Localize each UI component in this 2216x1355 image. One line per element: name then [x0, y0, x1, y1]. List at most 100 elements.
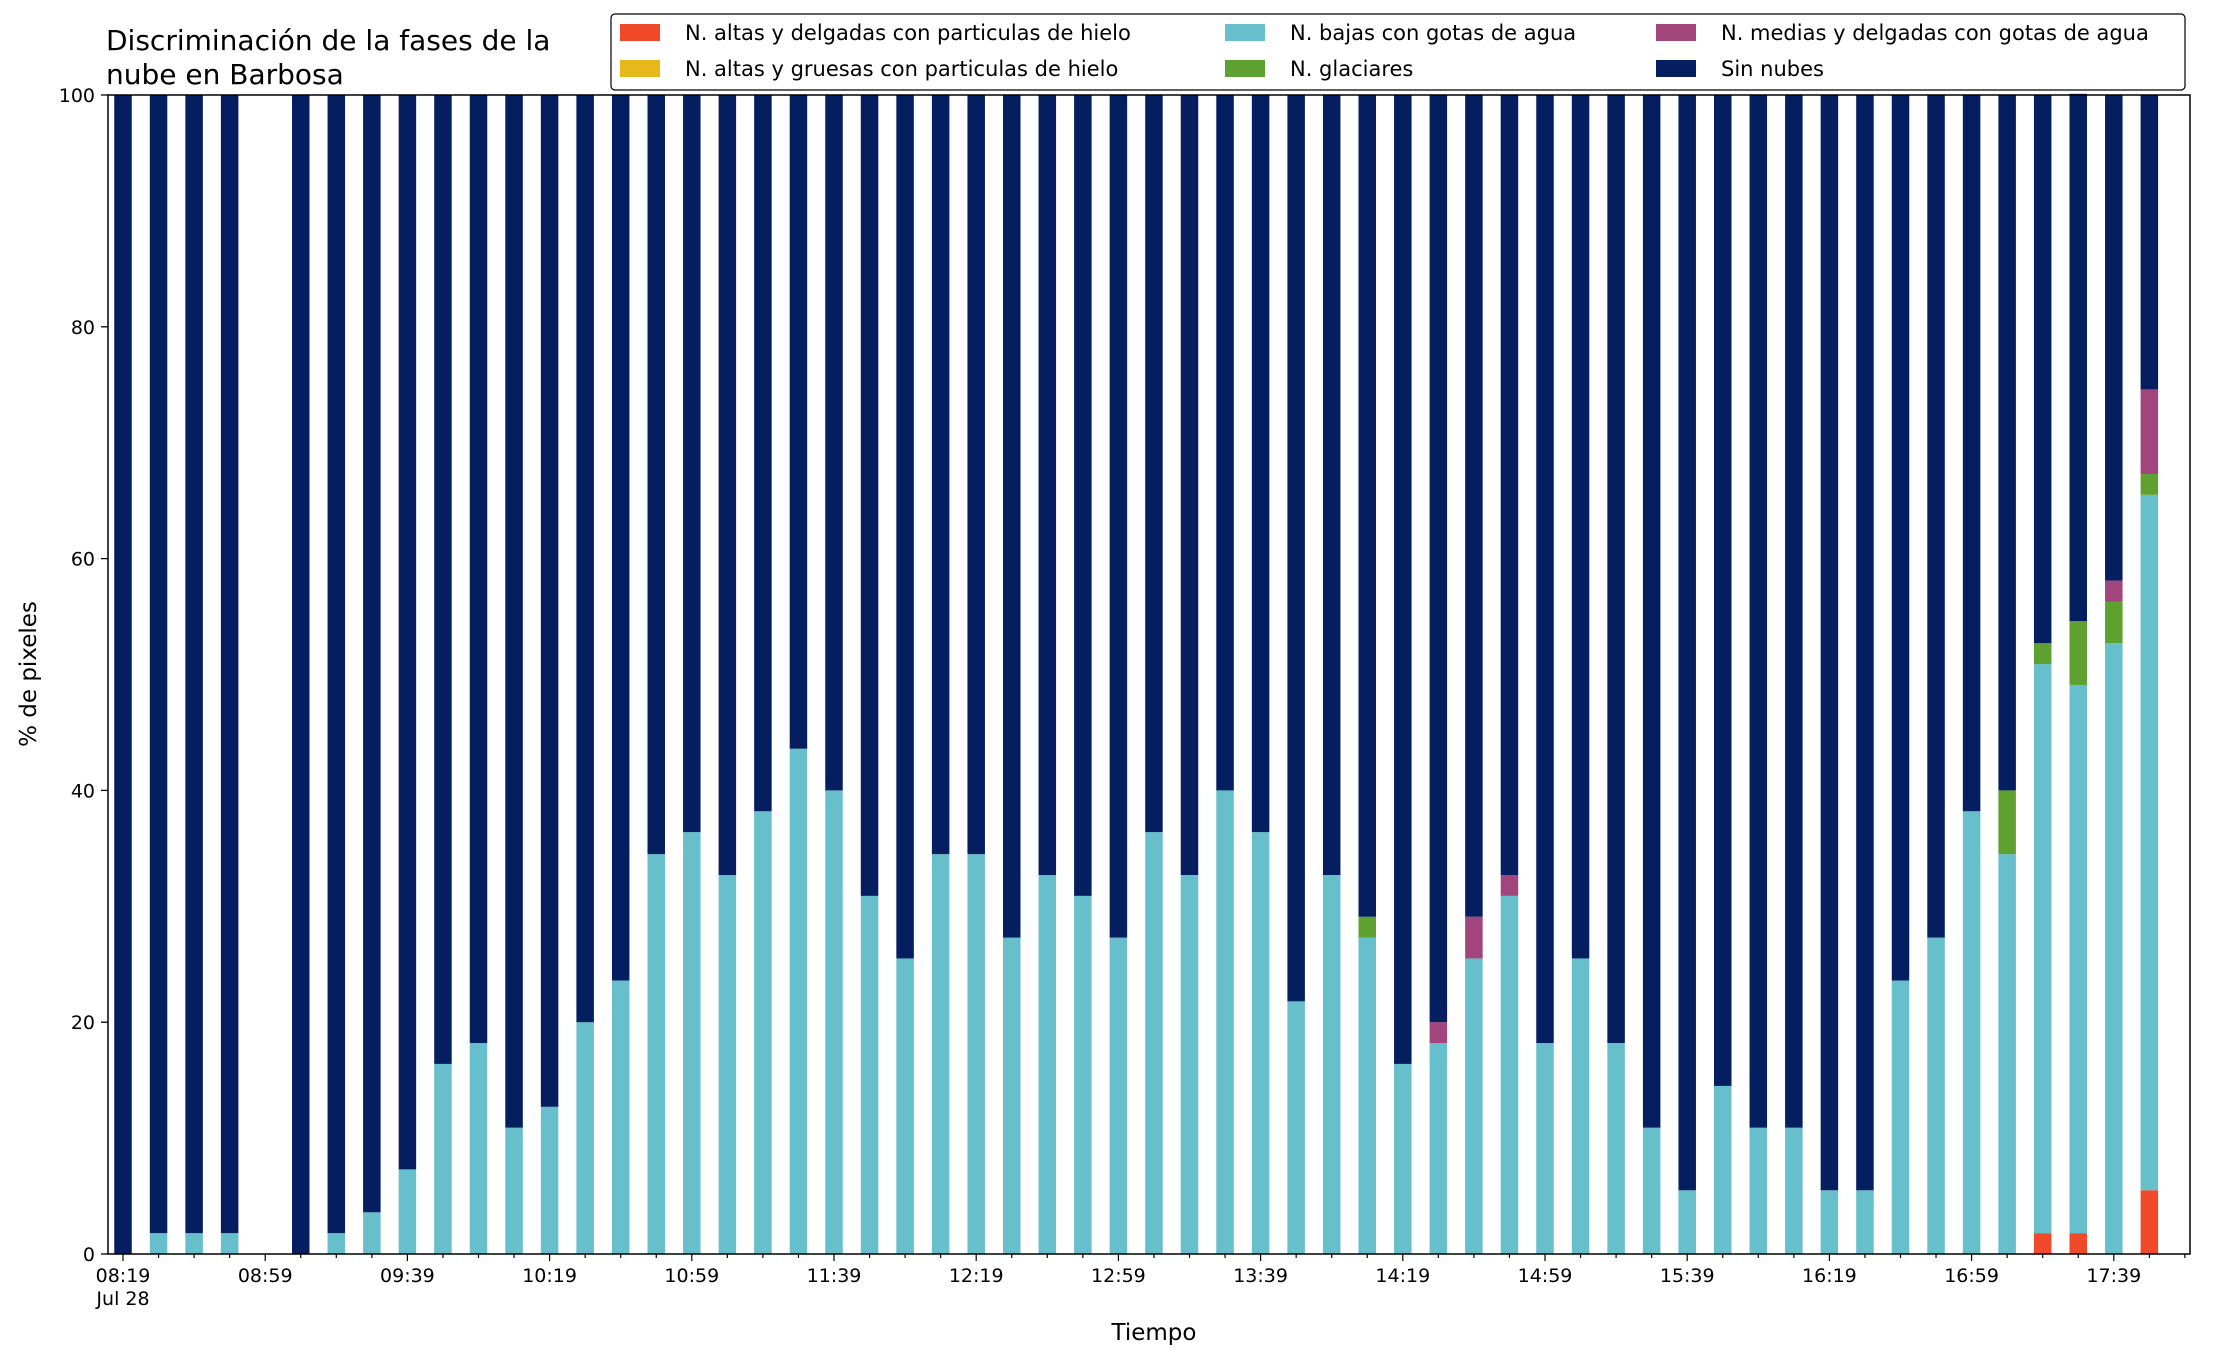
bar-segment-2-46	[1749, 1127, 1768, 1254]
bar-segment-5-43	[1642, 95, 1661, 1128]
bar-segment-2-44	[1678, 1190, 1696, 1254]
bar-segment-3-56	[2105, 601, 2123, 644]
bar-segment-2-7	[363, 1212, 381, 1254]
bar-segment-5-39	[1500, 95, 1519, 876]
bar-segment-5-32	[1251, 95, 1270, 833]
bar-segment-3-57	[2140, 473, 2159, 495]
bar-segment-3-35	[1358, 916, 1376, 938]
bar-segment-5-45	[1714, 95, 1732, 1086]
bar-segment-3-54	[2033, 643, 2052, 665]
bar-segment-2-35	[1358, 937, 1376, 1254]
bars-layer	[114, 93, 2159, 1254]
bar-segment-5-46	[1749, 95, 1768, 1128]
legend-label: Sin nubes	[1721, 57, 1824, 81]
bar-segment-4-39	[1500, 875, 1519, 896]
bar-segment-5-55	[2069, 93, 2087, 622]
x-tick-label: 14:19	[1375, 1265, 1430, 1287]
bar-segment-5-2	[185, 95, 203, 1234]
legend-swatch	[1656, 24, 1696, 41]
bar-segment-5-25	[1003, 95, 1021, 938]
legend-swatch	[620, 24, 660, 41]
x-tick-label: 11:39	[807, 1265, 862, 1287]
x-tick-label: 17:39	[2086, 1265, 2141, 1287]
bar-segment-2-9	[434, 1063, 452, 1254]
bar-segment-5-56	[2105, 95, 2123, 581]
bar-segment-5-28	[1109, 95, 1128, 938]
x-tick-label: 08:19	[96, 1265, 151, 1287]
x-tick-label: 14:59	[1518, 1265, 1573, 1287]
x-tick-label: 16:59	[1944, 1265, 1999, 1287]
bar-segment-5-47	[1785, 95, 1803, 1128]
bar-segment-5-26	[1038, 95, 1057, 876]
bar-segment-5-24	[967, 95, 985, 855]
bar-segment-2-12	[540, 1106, 559, 1254]
legend-label: N. medias y delgadas con gotas de agua	[1721, 21, 2149, 45]
bar-segment-2-10	[469, 1043, 488, 1254]
bar-segment-2-16	[683, 832, 701, 1254]
bar-segment-2-17	[718, 875, 737, 1254]
bar-segment-2-22	[896, 958, 914, 1254]
bar-segment-5-51	[1927, 95, 1945, 938]
bar-segment-5-33	[1287, 95, 1305, 1002]
bar-segment-2-21	[860, 895, 879, 1254]
bar-segment-5-44	[1678, 95, 1696, 1191]
legend-swatch	[1225, 24, 1265, 41]
bar-segment-2-3	[220, 1233, 239, 1254]
bar-segment-2-41	[1571, 958, 1590, 1254]
x-tick-label: 12:59	[1091, 1265, 1146, 1287]
bar-segment-2-6	[327, 1233, 346, 1254]
bar-segment-2-13	[576, 1022, 594, 1254]
bar-segment-3-55	[2069, 621, 2087, 685]
x-tick-sublabel: Jul 28	[95, 1288, 149, 1310]
bar-segment-2-25	[1003, 937, 1021, 1254]
bar-segment-2-38	[1465, 958, 1483, 1254]
x-tick-label: 10:59	[664, 1265, 719, 1287]
bar-segment-5-0	[114, 95, 132, 1254]
bar-segment-5-3	[220, 95, 239, 1234]
bar-segment-0-55	[2069, 1233, 2087, 1254]
bar-segment-2-32	[1251, 832, 1270, 1254]
bar-segment-2-24	[967, 854, 985, 1254]
bar-segment-2-57	[2140, 494, 2159, 1191]
bar-segment-5-37	[1429, 95, 1448, 1023]
bar-segment-5-23	[931, 95, 950, 855]
legend-label: N. altas y delgadas con particulas de hi…	[685, 21, 1131, 45]
bar-segment-5-38	[1465, 95, 1483, 917]
legend-label: N. altas y gruesas con particulas de hie…	[685, 57, 1118, 81]
bar-segment-2-15	[647, 854, 665, 1254]
x-tick-label: 13:39	[1233, 1265, 1288, 1287]
bar-segment-5-40	[1536, 95, 1554, 1044]
x-tick-label: 15:39	[1660, 1265, 1715, 1287]
bar-segment-5-41	[1571, 95, 1590, 959]
chart-title-line-2: nube en Barbosa	[106, 58, 344, 91]
bar-segment-5-18	[754, 95, 772, 812]
bar-segment-2-11	[505, 1127, 523, 1254]
bar-segment-2-18	[754, 811, 772, 1254]
bar-segment-5-36	[1394, 95, 1412, 1064]
y-tick-label: 100	[59, 85, 95, 107]
legend-swatch	[1656, 60, 1696, 77]
bar-segment-2-31	[1216, 790, 1234, 1254]
bar-segment-5-54	[2033, 95, 2052, 644]
bar-segment-2-39	[1500, 895, 1519, 1254]
bar-segment-2-50	[1891, 980, 1910, 1254]
bar-segment-2-40	[1536, 1043, 1554, 1254]
bar-segment-2-36	[1394, 1063, 1412, 1254]
bar-segment-5-30	[1180, 95, 1199, 876]
bar-segment-5-12	[540, 95, 559, 1107]
bar-segment-5-5	[292, 95, 310, 1254]
bar-segment-2-28	[1109, 937, 1128, 1254]
bar-segment-2-37	[1429, 1043, 1448, 1254]
x-tick-label: 10:19	[522, 1265, 577, 1287]
bar-segment-2-49	[1856, 1190, 1874, 1254]
bar-segment-2-14	[611, 980, 630, 1254]
bar-segment-2-56	[2105, 643, 2123, 1254]
bar-segment-2-20	[825, 790, 843, 1254]
bar-segment-5-17	[718, 95, 737, 876]
bar-segment-2-1	[149, 1233, 168, 1254]
bar-segment-2-26	[1038, 875, 1057, 1254]
bar-segment-5-49	[1856, 95, 1874, 1191]
legend-box	[610, 13, 2186, 91]
bar-segment-2-52	[1962, 811, 1981, 1254]
bar-segment-5-7	[363, 95, 381, 1213]
